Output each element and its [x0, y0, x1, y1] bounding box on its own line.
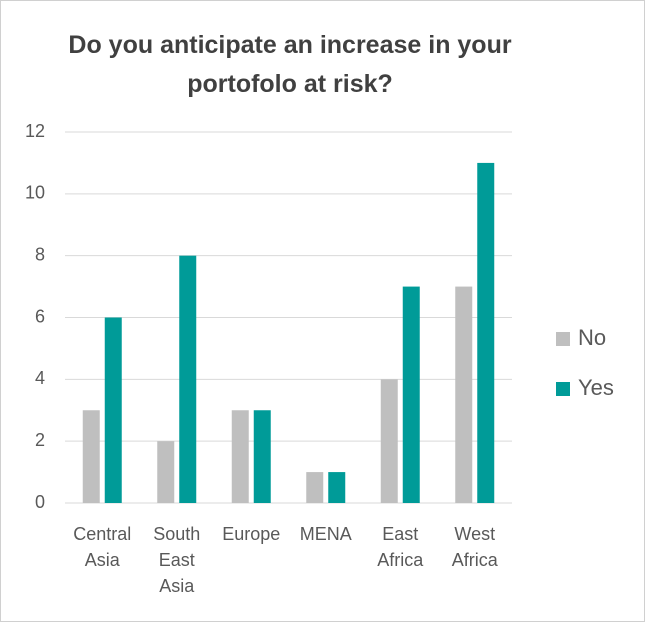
x-tick-label: East Africa: [377, 524, 424, 570]
y-tick-label: 2: [35, 430, 45, 450]
bar: [82, 410, 100, 503]
chart-title: Do you anticipate an increase in your po…: [68, 31, 512, 98]
y-tick-label: 6: [35, 306, 45, 326]
x-tick-label: West Africa: [451, 524, 498, 570]
bar: [477, 162, 495, 503]
x-tick-label: MENA: [299, 524, 352, 544]
bar: [157, 441, 175, 503]
legend-swatch: [556, 332, 570, 346]
y-tick-label: 12: [25, 121, 45, 141]
bar: [402, 286, 420, 503]
bar: [179, 255, 197, 503]
legend-swatch: [556, 382, 570, 396]
bar: [231, 410, 249, 503]
y-tick-label: 10: [25, 183, 45, 203]
y-tick-label: 8: [35, 244, 45, 264]
bar: [104, 317, 122, 503]
bar: [455, 286, 473, 503]
y-tick-label: 4: [35, 368, 45, 388]
bar: [380, 379, 398, 503]
bar: [328, 472, 346, 503]
y-tick-label: 0: [35, 492, 45, 512]
legend-label: Yes: [578, 375, 614, 400]
x-tick-label: Europe: [222, 524, 281, 544]
x-tick-label: South East Asia: [153, 524, 201, 596]
x-tick-label: Central Asia: [73, 524, 132, 570]
bar: [306, 472, 324, 503]
legend-label: No: [578, 325, 606, 350]
bar: [253, 410, 271, 503]
